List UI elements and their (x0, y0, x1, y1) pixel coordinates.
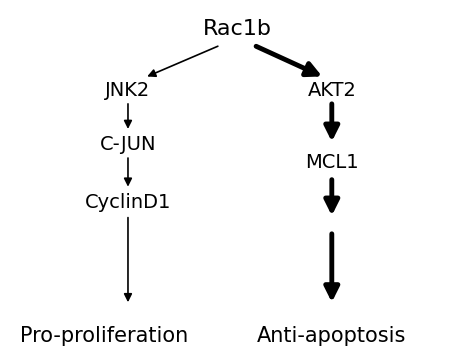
Text: C-JUN: C-JUN (100, 135, 156, 154)
Text: MCL1: MCL1 (305, 153, 359, 172)
Text: Anti-apoptosis: Anti-apoptosis (257, 326, 407, 346)
Text: JNK2: JNK2 (105, 81, 151, 100)
Text: Rac1b: Rac1b (202, 19, 272, 39)
Text: AKT2: AKT2 (307, 81, 356, 100)
Text: CyclinD1: CyclinD1 (85, 193, 171, 212)
Text: Pro-proliferation: Pro-proliferation (20, 326, 188, 346)
